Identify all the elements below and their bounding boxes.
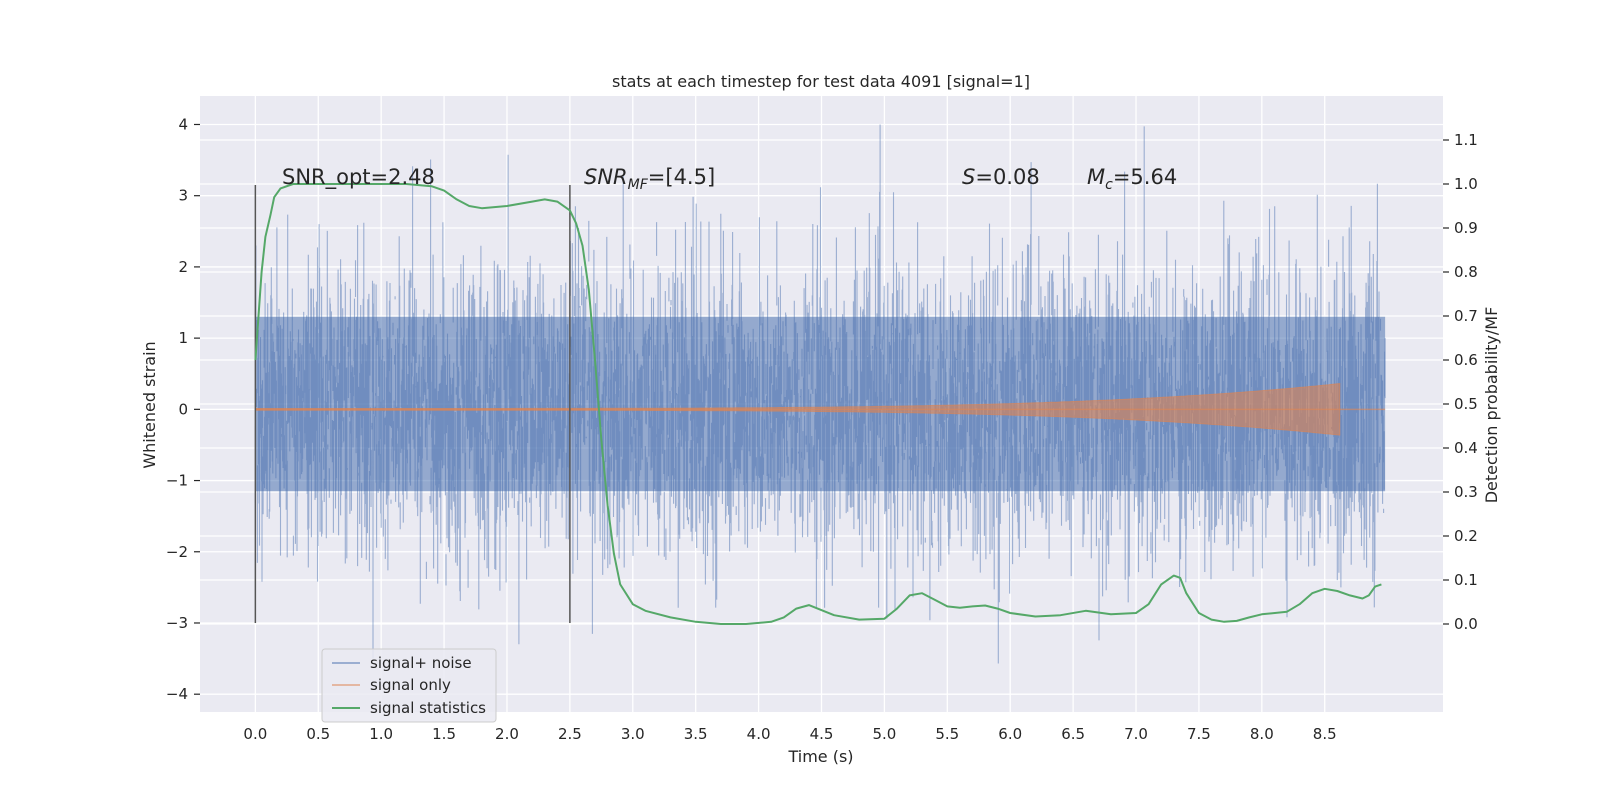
y-right-tick-label: 1.0	[1454, 175, 1478, 193]
y-right-tick-label: 0.5	[1454, 395, 1478, 413]
x-tick-label: 3.0	[621, 725, 645, 743]
x-tick-label: 2.5	[558, 725, 582, 743]
y-right-tick-label: 0.3	[1454, 483, 1478, 501]
annotation-mc-value: =5.64	[1113, 165, 1177, 189]
x-tick-label: 3.5	[684, 725, 708, 743]
y-tick-label: −4	[166, 685, 188, 703]
y-right-tick-label: 0.8	[1454, 263, 1478, 281]
y-right-tick-label: 0.9	[1454, 219, 1478, 237]
y-tick-label: −1	[166, 472, 188, 490]
x-tick-label: 4.0	[747, 725, 771, 743]
plot-area	[200, 96, 1443, 712]
y-axis-ticks: 4 3 2 1 0 −1 −2 −3 −4	[166, 115, 200, 703]
y-right-tick-label: 0.4	[1454, 439, 1478, 457]
y-tick-label: 0	[178, 400, 188, 418]
y-tick-label: −2	[166, 543, 188, 561]
annotation-snr-mf-value: =[4.5]	[648, 165, 715, 189]
x-axis-label: Time (s)	[787, 747, 853, 766]
annotation-mc-main: M	[1087, 165, 1105, 189]
y-right-tick-label: 0.0	[1454, 615, 1478, 633]
legend-label-signal-noise: signal+ noise	[370, 654, 472, 672]
y-right-tick-label: 0.7	[1454, 307, 1478, 325]
chart-title: stats at each timestep for test data 409…	[612, 72, 1030, 91]
y-axis-label: Whitened strain	[140, 341, 159, 468]
y-right-tick-label: 0.6	[1454, 351, 1478, 369]
signal-statistics-line	[254, 183, 1382, 625]
legend-label-signal-statistics: signal statistics	[370, 699, 486, 717]
annotation-snr-mf-main: SNR	[584, 165, 628, 189]
x-tick-label: 1.0	[369, 725, 393, 743]
y-tick-label: 2	[178, 258, 188, 276]
legend-box	[321, 648, 497, 723]
annotation-s: S=0.08	[962, 165, 1040, 189]
x-tick-label: 6.0	[998, 725, 1022, 743]
annotations: SNR_opt=2.48 SNRMF=[4.5] S=0.08 Mc=5.64	[282, 165, 1177, 193]
x-tick-label: 5.5	[935, 725, 959, 743]
x-tick-label: 1.5	[432, 725, 456, 743]
annotation-snr-mf-sub: MF	[628, 177, 649, 193]
x-tick-label: 7.0	[1124, 725, 1148, 743]
annotation-mc: Mc=5.64	[1087, 165, 1177, 193]
legend: signal+ noise signal only signal statist…	[321, 648, 497, 723]
y-right-axis-ticks: 1.1 1.0 0.9 0.8 0.7 0.6 0.5 0.4 0.3 0.2 0.1 0.0	[1443, 131, 1478, 633]
x-tick-label: 8.0	[1250, 725, 1274, 743]
y-right-tick-label: 0.1	[1454, 571, 1478, 589]
x-tick-label: 8.5	[1313, 725, 1337, 743]
y-tick-label: 4	[178, 115, 188, 133]
annotation-mc-sub: c	[1105, 177, 1113, 193]
legend-label-signal-only: signal only	[370, 676, 451, 694]
x-axis-ticks: 0.0 0.5 1.0 1.5 2.0 2.5 3.0 3.5 4.0 4.5 5.0 5.5 6.0 6…	[243, 725, 1336, 743]
y-tick-label: −3	[166, 614, 188, 632]
x-tick-label: 5.0	[872, 725, 896, 743]
x-tick-label: 0.0	[243, 725, 267, 743]
y-tick-label: 3	[178, 187, 188, 205]
y-right-tick-label: 1.1	[1454, 131, 1478, 149]
annotation-snr-mf: SNRMF=[4.5]	[584, 165, 715, 193]
signal-only-series	[254, 383, 1386, 436]
x-tick-label: 2.0	[495, 725, 519, 743]
y-right-axis-label: Detection probability/MF	[1482, 307, 1501, 504]
annotation-s-main: S	[962, 165, 975, 189]
x-tick-label: 7.5	[1187, 725, 1211, 743]
annotation-s-value: =0.08	[975, 165, 1039, 189]
annotation-snr-opt: SNR_opt=2.48	[282, 165, 435, 190]
x-tick-label: 4.5	[810, 725, 834, 743]
x-tick-label: 0.5	[306, 725, 330, 743]
vertical-markers	[254, 185, 571, 623]
x-tick-label: 6.5	[1061, 725, 1085, 743]
y-right-tick-label: 0.2	[1454, 527, 1478, 545]
y-tick-label: 1	[178, 329, 188, 347]
signal-statistics-series	[254, 183, 1382, 625]
